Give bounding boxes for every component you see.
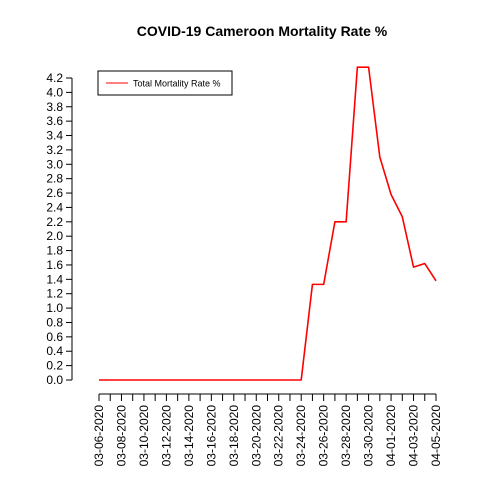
y-tick-label: 3.6 — [46, 114, 63, 128]
x-tick-label: 03-24-2020 — [294, 405, 308, 467]
y-tick-label: 2.8 — [46, 172, 63, 186]
y-tick-label: 0.4 — [46, 344, 63, 358]
x-tick-label: 03-08-2020 — [114, 405, 128, 467]
x-tick-label: 03-28-2020 — [339, 405, 353, 467]
y-tick-label: 4.2 — [46, 71, 63, 85]
y-tick-label: 1.8 — [46, 244, 63, 258]
y-tick-label: 3.4 — [46, 129, 63, 143]
x-tick-label: 03-22-2020 — [272, 405, 286, 467]
chart-title: COVID-19 Cameroon Mortality Rate % — [137, 23, 388, 39]
x-tick-label: 03-20-2020 — [249, 405, 263, 467]
y-tick-label: 0.6 — [46, 330, 63, 344]
y-tick-label: 3.8 — [46, 100, 63, 114]
y-tick-label: 1.4 — [46, 272, 63, 286]
y-tick-label: 2.0 — [46, 229, 63, 243]
y-tick-label: 1.6 — [46, 258, 63, 272]
x-tick-label: 03-06-2020 — [92, 405, 106, 467]
x-tick-label: 03-10-2020 — [137, 405, 151, 467]
x-tick-label: 03-18-2020 — [227, 405, 241, 467]
y-tick-label: 4.0 — [46, 85, 63, 99]
legend-label: Total Mortality Rate % — [133, 79, 221, 89]
x-tick-label: 03-30-2020 — [362, 405, 376, 467]
legend: Total Mortality Rate % — [98, 71, 232, 95]
y-tick-label: 2.6 — [46, 186, 63, 200]
y-tick-label: 2.4 — [46, 200, 63, 214]
x-tick-label: 04-05-2020 — [429, 405, 443, 467]
x-tick-label: 04-01-2020 — [384, 405, 398, 467]
y-tick-label: 1.2 — [46, 287, 63, 301]
x-tick-label: 03-14-2020 — [182, 405, 196, 467]
y-tick-label: 3.2 — [46, 143, 63, 157]
x-tick-label: 04-03-2020 — [407, 405, 421, 467]
y-tick-label: 0.2 — [46, 359, 63, 373]
x-tick-label: 03-16-2020 — [204, 405, 218, 467]
y-tick-label: 1.0 — [46, 301, 63, 315]
y-tick-label: 0.0 — [46, 373, 63, 387]
x-tick-label: 03-12-2020 — [159, 405, 173, 467]
y-tick-label: 0.8 — [46, 315, 63, 329]
y-tick-label: 3.0 — [46, 157, 63, 171]
x-tick-label: 03-26-2020 — [317, 405, 331, 467]
y-tick-label: 2.2 — [46, 215, 63, 229]
